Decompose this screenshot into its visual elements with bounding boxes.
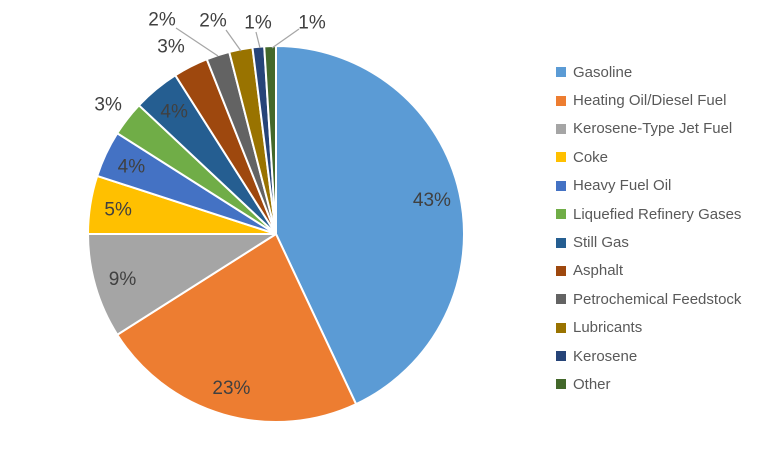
legend-swatch-kerosene bbox=[556, 351, 566, 362]
leader-line-lubricants bbox=[225, 29, 242, 52]
legend-item-other: Other bbox=[556, 370, 741, 398]
legend-item-heavy-fuel-oil: Heavy Fuel Oil bbox=[556, 172, 741, 200]
pie-slice-gasoline bbox=[275, 45, 465, 406]
legend-swatch-petrochemical-feedstock bbox=[556, 294, 566, 305]
data-label-other: 1% bbox=[298, 13, 326, 34]
legend-item-kerosene-type-jet-fuel: Kerosene-Type Jet Fuel bbox=[556, 115, 741, 143]
pie-slice-heating-oil-diesel-fuel bbox=[116, 233, 358, 423]
data-label-kerosene-type-jet-fuel: 9% bbox=[109, 269, 137, 290]
data-label-liquefied-refinery-gases: 3% bbox=[94, 94, 122, 115]
legend-label: Heavy Fuel Oil bbox=[573, 177, 672, 195]
legend-label: Asphalt bbox=[573, 262, 624, 280]
legend-swatch-coke bbox=[556, 152, 566, 163]
legend-item-liquefied-refinery-gases: Liquefied Refinery Gases bbox=[556, 200, 741, 228]
leader-line-other bbox=[271, 28, 300, 49]
data-label-coke: 5% bbox=[104, 200, 132, 221]
legend-swatch-heavy-fuel-oil bbox=[556, 180, 566, 191]
legend-item-heating-oil-diesel-fuel: Heating Oil/Diesel Fuel bbox=[556, 86, 741, 114]
leader-line-kerosene bbox=[255, 31, 261, 49]
legend-label: Still Gas bbox=[573, 234, 629, 252]
legend-swatch-lubricants bbox=[556, 322, 566, 333]
legend-swatch-kerosene-type-jet-fuel bbox=[556, 123, 566, 134]
legend-item-gasoline: Gasoline bbox=[556, 58, 741, 86]
legend-label: Other bbox=[573, 375, 611, 393]
legend-item-still-gas: Still Gas bbox=[556, 228, 741, 256]
legend-item-asphalt: Asphalt bbox=[556, 257, 741, 285]
legend-item-lubricants: Lubricants bbox=[556, 314, 741, 342]
legend-swatch-still-gas bbox=[556, 237, 566, 248]
data-label-asphalt: 3% bbox=[157, 37, 185, 58]
legend-label: Kerosene bbox=[573, 347, 638, 365]
legend-item-coke: Coke bbox=[556, 143, 741, 171]
legend-swatch-liquefied-refinery-gases bbox=[556, 209, 566, 220]
legend-swatch-asphalt bbox=[556, 265, 566, 276]
data-label-gasoline: 43% bbox=[413, 190, 451, 211]
legend-label: Heating Oil/Diesel Fuel bbox=[573, 92, 727, 110]
legend-label: Gasoline bbox=[573, 63, 633, 81]
data-label-kerosene: 1% bbox=[244, 13, 272, 34]
legend-label: Kerosene-Type Jet Fuel bbox=[573, 120, 733, 138]
legend-item-petrochemical-feedstock: Petrochemical Feedstock bbox=[556, 285, 741, 313]
legend-swatch-other bbox=[556, 379, 566, 390]
leader-line-petrochemical-feedstock bbox=[175, 27, 219, 57]
legend-label: Coke bbox=[573, 148, 609, 166]
legend-swatch-heating-oil-diesel-fuel bbox=[556, 95, 566, 106]
chart-legend: Gasoline Heating Oil/Diesel Fuel Kerosene-… bbox=[556, 58, 741, 399]
legend-label: Liquefied Refinery Gases bbox=[573, 205, 742, 223]
legend-item-kerosene: Kerosene bbox=[556, 342, 741, 370]
data-label-petrochemical-feedstock: 2% bbox=[148, 10, 176, 31]
legend-label: Petrochemical Feedstock bbox=[573, 290, 742, 308]
pie-slice-other bbox=[263, 44, 277, 235]
data-label-still-gas: 4% bbox=[160, 102, 188, 123]
pie-slice-kerosene-type-jet-fuel bbox=[87, 233, 277, 336]
legend-swatch-gasoline bbox=[556, 67, 566, 78]
data-label-heating-oil-diesel-fuel: 23% bbox=[212, 378, 250, 399]
data-label-lubricants: 2% bbox=[199, 11, 227, 32]
legend-label: Lubricants bbox=[573, 319, 643, 337]
data-label-heavy-fuel-oil: 4% bbox=[118, 157, 146, 178]
